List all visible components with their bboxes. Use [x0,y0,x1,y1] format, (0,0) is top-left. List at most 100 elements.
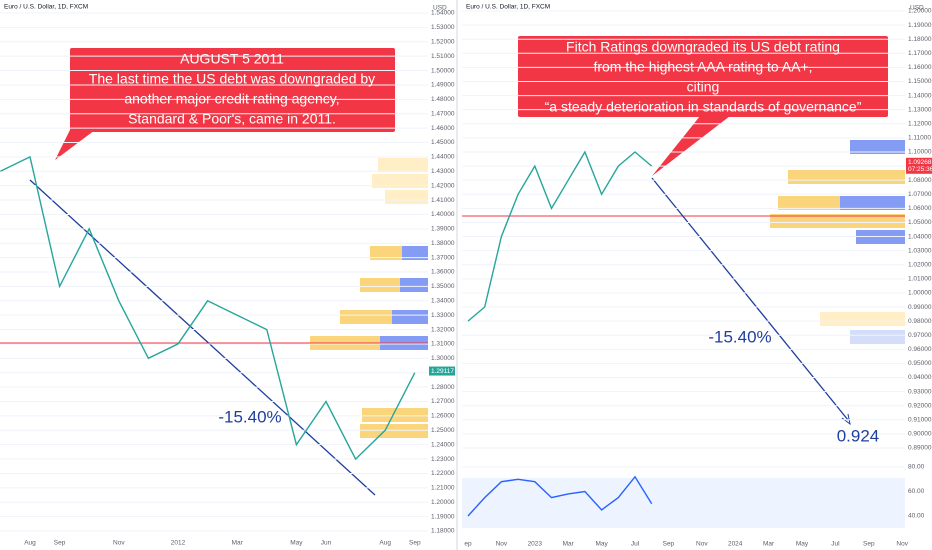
x-tick-label: Mar [763,541,775,548]
y-tick-label: 1.54000 [431,10,455,17]
y-tick-label: 1.48000 [431,96,455,103]
y-tick-label: 1.21000 [431,485,455,492]
y-tick-label: 1.06000 [908,205,932,212]
y-tick-label: 1.19000 [908,22,932,29]
x-tick-label: Nov [696,541,708,548]
price-line [467,150,653,322]
vp-bar [385,190,428,204]
y-tick-label: 1.16000 [908,64,932,71]
y-tick-label: 80.00 [908,464,925,471]
chart-header: Euro / U.S. Dollar, 1D, FXCM [4,4,88,11]
y-tick-label: 1.20000 [431,499,455,506]
x-tick-label: Sep [54,540,66,547]
vp-bar [402,246,428,260]
y-tick-label: 1.19000 [431,513,455,520]
price-line [0,155,416,461]
price-tag-label: 1.09268 [908,159,932,166]
y-tick-label: 1.27000 [431,398,455,405]
y-tick-label: 1.05000 [908,219,932,226]
y-tick-label: 1.15000 [908,78,932,85]
price-tag-label: 1.29117 [431,368,454,375]
x-tick-label: Sep [409,540,421,547]
y-tick-label: 1.11000 [908,135,931,142]
currency-label: USD [433,5,447,12]
y-tick-label: 1.30000 [431,355,455,362]
y-tick-label: 1.12000 [908,120,932,127]
y-tick-label: 0.99000 [908,304,932,311]
y-tick-label: 0.94000 [908,374,932,381]
y-tick-label: 0.89000 [908,445,932,452]
vp-bar [400,278,428,292]
x-tick-label: Aug [24,540,36,547]
annotation-text: AUGUST 5 2011 [180,51,284,67]
y-tick-label: 1.52000 [431,38,455,45]
y-tick-label: 1.04000 [908,233,932,240]
change-label: -15.40% [708,327,771,346]
y-tick-label: 1.03000 [908,247,932,254]
y-tick-label: 1.33000 [431,312,455,319]
x-tick-label: ep [464,541,472,548]
annotation-box [518,36,888,117]
annotation-text: another major credit rating agency, [124,91,339,107]
y-tick-label: 1.23000 [431,456,455,463]
y-tick-label: 0.92000 [908,402,932,409]
oscillator-band [462,478,905,528]
y-tick-label: 0.97000 [908,332,932,339]
annotation-text: “a steady deterioration in standards of … [545,99,862,115]
vp-bar [788,170,905,184]
x-tick-label: Sep [863,541,875,548]
y-tick-label: 1.31000 [431,341,455,348]
x-tick-label: Nov [896,541,908,548]
y-tick-label: 1.47000 [431,110,455,117]
y-tick-label: 1.22000 [431,470,455,477]
x-tick-label: May [595,541,608,548]
vp-bar [820,312,905,326]
y-tick-label: 1.28000 [431,384,455,391]
vp-bar [360,424,428,438]
currency-label: USD [910,5,924,12]
y-tick-label: 0.95000 [908,360,932,367]
vp-bar [372,174,428,188]
x-tick-label: Aug [379,540,391,547]
y-tick-label: 1.51000 [431,53,455,60]
annotation-text: Fitch Ratings downgraded its US debt rat… [566,39,840,55]
y-tick-label: 1.13000 [908,106,932,113]
countdown-label: 07:25:36 [908,166,932,173]
callout-pointer [55,130,95,160]
y-tick-label: 1.34000 [431,297,455,304]
y-tick-label: 1.26000 [431,413,455,420]
price-tag [906,157,932,174]
vp-bar [840,196,905,210]
y-tick-label: 0.90000 [908,431,932,438]
y-tick-label: 1.00000 [908,290,932,297]
y-tick-label: 1.24000 [431,441,455,448]
vp-bar [362,408,428,422]
y-tick-label: 0.91000 [908,417,932,424]
x-tick-label: May [290,540,303,547]
chart-header: Euro / U.S. Dollar, 1D, FXCM [466,4,550,11]
y-tick-label: 1.50000 [431,67,455,74]
y-tick-label: 1.46000 [431,125,455,132]
change-label: -15.40% [218,407,281,426]
y-tick-label: 1.18000 [908,36,932,43]
annotation-text: Standard & Poor's, came in 2011. [128,111,336,127]
trend-line [651,177,849,421]
x-tick-label: 2023 [528,541,543,548]
annotation-text: from the highest AAA rating to AA+, [593,59,812,75]
y-tick-label: 1.10000 [908,149,932,156]
y-tick-label: 1.32000 [431,326,455,333]
y-tick-label: 1.39000 [431,226,455,233]
y-tick-label: 1.36000 [431,269,455,276]
x-tick-label: Jul [831,541,840,548]
y-tick-label: 1.35000 [431,283,455,290]
y-tick-label: 1.18000 [431,528,455,535]
y-tick-label: 1.41000 [431,197,455,204]
x-tick-label: Mar [563,541,575,548]
annotation-text: The last time the US debt was downgraded… [89,71,375,87]
y-tick-label: 1.43000 [431,168,455,175]
y-tick-label: 0.93000 [908,388,932,395]
annotation-text: citing [687,79,720,95]
y-tick-label: 1.40000 [431,211,455,218]
x-tick-label: 2024 [728,541,743,548]
x-tick-label: Mar [232,540,244,547]
